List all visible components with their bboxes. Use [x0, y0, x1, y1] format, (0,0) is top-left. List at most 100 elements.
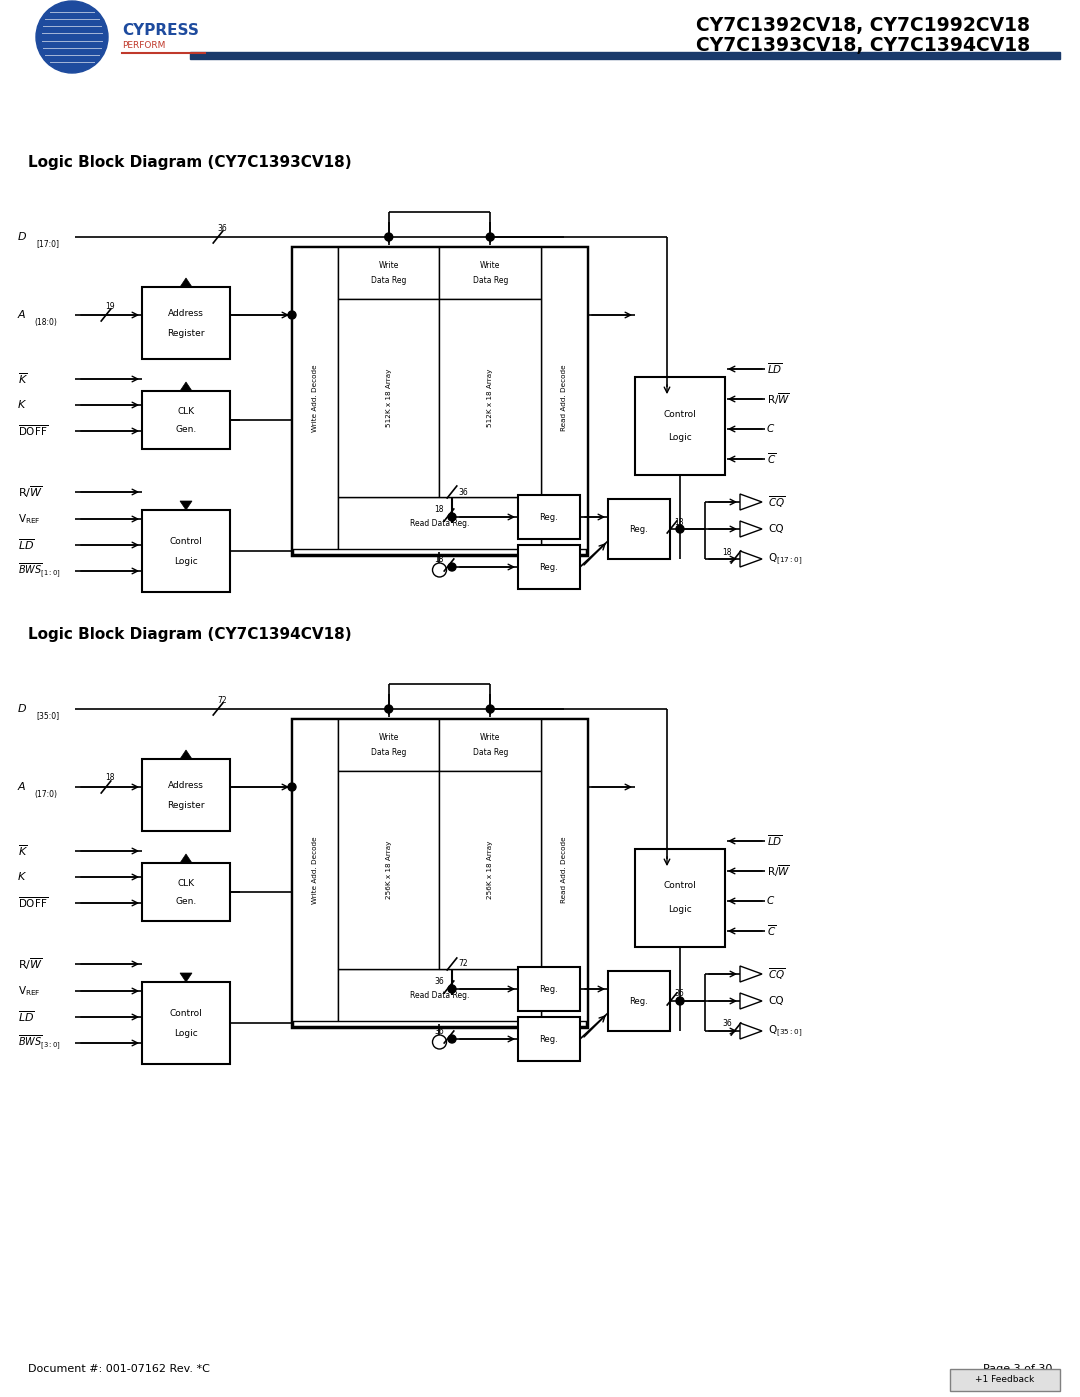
Text: Logic Block Diagram (CY7C1393CV18): Logic Block Diagram (CY7C1393CV18) [28, 155, 352, 169]
Text: 36: 36 [723, 1020, 732, 1028]
Text: Reg.: Reg. [540, 1035, 558, 1044]
Text: Reg.: Reg. [540, 985, 558, 993]
FancyBboxPatch shape [635, 849, 725, 947]
FancyBboxPatch shape [141, 286, 230, 359]
Circle shape [288, 782, 296, 791]
Text: 18: 18 [105, 774, 114, 782]
Text: 36: 36 [674, 989, 684, 999]
Text: Reg.: Reg. [540, 513, 558, 521]
Text: Data Reg: Data Reg [473, 275, 508, 285]
Text: Write Add. Decode: Write Add. Decode [312, 837, 318, 904]
Text: C: C [767, 425, 774, 434]
Text: $\overline{LD}$: $\overline{LD}$ [18, 1010, 35, 1024]
Text: Logic: Logic [669, 905, 692, 915]
FancyBboxPatch shape [518, 545, 580, 590]
Text: V$_{\mathrm{REF}}$: V$_{\mathrm{REF}}$ [18, 513, 41, 525]
FancyBboxPatch shape [338, 719, 440, 771]
Text: $\overline{BWS}_{[3:0]}$: $\overline{BWS}_{[3:0]}$ [18, 1034, 62, 1052]
Text: 72: 72 [458, 960, 468, 968]
Text: Logic: Logic [174, 1028, 198, 1038]
Text: 36: 36 [458, 488, 468, 496]
Text: $\overline{LD}$: $\overline{LD}$ [767, 362, 783, 376]
Polygon shape [740, 521, 762, 536]
Text: 256K x 18 Array: 256K x 18 Array [386, 841, 392, 900]
FancyBboxPatch shape [518, 1017, 580, 1060]
Text: Write Add. Decode: Write Add. Decode [312, 365, 318, 432]
Text: Data Reg: Data Reg [372, 747, 406, 757]
Text: C: C [767, 895, 774, 907]
Text: CYPRESS: CYPRESS [122, 22, 199, 38]
Text: PERFORM: PERFORM [122, 41, 165, 49]
Text: Document #: 001-07162 Rev. *C: Document #: 001-07162 Rev. *C [28, 1363, 210, 1375]
Text: 512K x 18 Array: 512K x 18 Array [487, 369, 494, 427]
FancyBboxPatch shape [635, 377, 725, 475]
Text: $\overline{CQ}$: $\overline{CQ}$ [768, 967, 785, 982]
Text: A: A [18, 310, 26, 320]
Circle shape [448, 513, 456, 521]
Text: 256K x 18 Array: 256K x 18 Array [487, 841, 494, 900]
Text: [17:0]: [17:0] [36, 239, 59, 249]
Text: R/$\overline{W}$: R/$\overline{W}$ [767, 391, 791, 407]
Circle shape [676, 525, 684, 534]
FancyBboxPatch shape [338, 497, 541, 549]
Text: $\overline{BWS}_{[1:0]}$: $\overline{BWS}_{[1:0]}$ [18, 562, 62, 580]
FancyBboxPatch shape [608, 971, 670, 1031]
Text: Logic: Logic [174, 556, 198, 566]
Text: CQ: CQ [768, 524, 784, 534]
Text: 18: 18 [434, 506, 444, 514]
Text: 18: 18 [723, 548, 732, 556]
Polygon shape [180, 278, 192, 286]
Circle shape [448, 563, 456, 571]
Text: CY7C1392CV18, CY7C1992CV18: CY7C1392CV18, CY7C1992CV18 [696, 15, 1030, 35]
FancyBboxPatch shape [541, 719, 588, 1021]
Polygon shape [740, 1023, 762, 1039]
Text: $\overline{\mathrm{DOFF}}$: $\overline{\mathrm{DOFF}}$ [18, 423, 49, 439]
Bar [190, 52, 1059, 59]
Text: V$_{\mathrm{REF}}$: V$_{\mathrm{REF}}$ [18, 983, 41, 997]
Circle shape [486, 705, 495, 712]
Text: R/$\overline{W}$: R/$\overline{W}$ [18, 485, 43, 500]
FancyBboxPatch shape [141, 982, 230, 1065]
Text: $\overline{K}$: $\overline{K}$ [18, 844, 28, 858]
Text: Read Add. Decode: Read Add. Decode [561, 837, 567, 904]
Text: Gen.: Gen. [175, 425, 197, 433]
Text: [35:0]: [35:0] [36, 711, 59, 721]
Polygon shape [180, 972, 192, 982]
Text: 512K x 18 Array: 512K x 18 Array [386, 369, 392, 427]
Polygon shape [740, 550, 762, 567]
FancyBboxPatch shape [338, 970, 541, 1021]
FancyBboxPatch shape [141, 391, 230, 448]
Circle shape [36, 1, 108, 73]
Text: Page 3 of 30: Page 3 of 30 [983, 1363, 1052, 1375]
FancyBboxPatch shape [518, 967, 580, 1011]
Text: Write: Write [379, 261, 399, 271]
Text: Data Reg: Data Reg [372, 275, 406, 285]
Text: Logic: Logic [669, 433, 692, 443]
Text: Data Reg: Data Reg [473, 747, 508, 757]
FancyBboxPatch shape [608, 499, 670, 559]
Text: Register: Register [167, 328, 205, 338]
FancyBboxPatch shape [518, 495, 580, 539]
FancyBboxPatch shape [541, 247, 588, 549]
Text: D: D [18, 704, 27, 714]
Text: Logic Block Diagram (CY7C1394CV18): Logic Block Diagram (CY7C1394CV18) [28, 626, 352, 641]
Text: Write: Write [481, 261, 500, 271]
Circle shape [384, 705, 393, 712]
Text: Register: Register [167, 800, 205, 809]
Text: A: A [18, 782, 26, 792]
FancyBboxPatch shape [292, 719, 588, 1027]
FancyBboxPatch shape [440, 299, 541, 497]
Text: CQ: CQ [768, 996, 784, 1006]
FancyBboxPatch shape [141, 863, 230, 921]
Circle shape [448, 985, 456, 993]
Text: Q$_{[17:0]}$: Q$_{[17:0]}$ [768, 550, 802, 567]
Text: 72: 72 [217, 696, 227, 704]
Circle shape [288, 312, 296, 319]
Text: $\overline{C}$: $\overline{C}$ [767, 923, 777, 939]
Text: Reg.: Reg. [630, 996, 648, 1006]
Text: $\overline{CQ}$: $\overline{CQ}$ [768, 495, 785, 510]
FancyBboxPatch shape [440, 719, 541, 771]
Text: Reg.: Reg. [540, 563, 558, 571]
Polygon shape [180, 502, 192, 510]
Text: Control: Control [170, 1009, 202, 1017]
